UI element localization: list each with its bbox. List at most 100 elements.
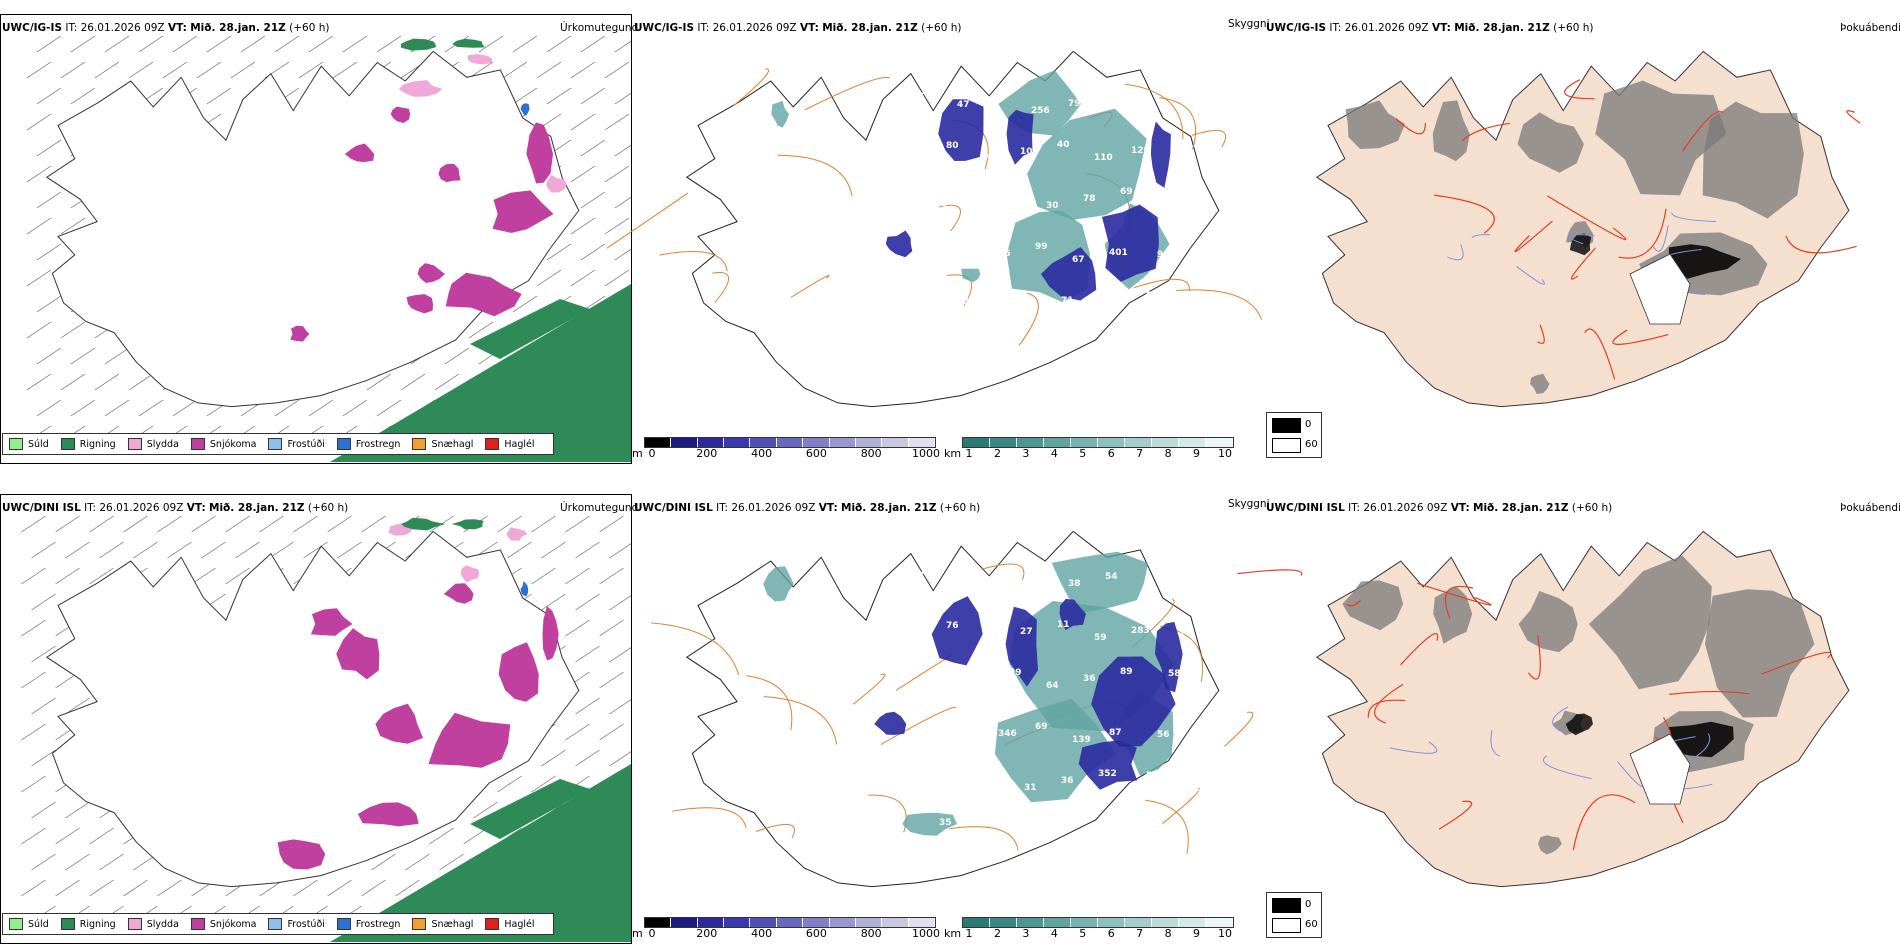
cloudbase-ticks: 0 200 400 600 800 1000 <box>644 447 941 461</box>
cloudbase-value: 73 <box>1142 585 1155 595</box>
cloudbase-value: 283 <box>1131 626 1150 636</box>
cloudbase-value: 64 <box>1046 681 1059 691</box>
tick-label: 0 <box>648 927 656 940</box>
cloudbase-value: 11 <box>1057 620 1070 630</box>
cloudbase-value: 63 <box>924 243 937 253</box>
cloudbase-value: 128 <box>1131 146 1150 156</box>
legend-label: Frostregn <box>355 918 401 930</box>
cloudbase-value: 87 <box>1109 728 1122 738</box>
visibility-colorbar <box>962 437 1234 448</box>
cloudbase-colorbar <box>644 917 936 928</box>
cloudbase-value: 401 <box>1109 248 1128 258</box>
fog-label: 60 <box>1305 439 1318 450</box>
vt-value: Mið. 28.jan. 21Z <box>841 502 937 514</box>
legend-item: Frostúði <box>268 918 325 930</box>
cloudbase-value: 30 <box>1046 201 1059 211</box>
vt-label: VT: <box>186 502 206 514</box>
legend-swatch <box>336 438 351 450</box>
legend-item: Súld <box>9 438 49 450</box>
precip-header: UWC/DINI ISL IT: 26.01.2026 09Z VT: Mið.… <box>2 502 348 514</box>
cloudbase-value: 346 <box>998 729 1017 739</box>
legend-item: Snæhagl <box>412 438 473 450</box>
colorbar-segment <box>908 918 935 927</box>
colorbar-segment <box>908 438 935 447</box>
tick-label: 6 <box>1107 927 1115 940</box>
legend-item: Haglél <box>485 438 535 450</box>
cloudbase-value: 92 <box>1142 105 1155 115</box>
cloud-header: UWC/DINI ISL IT: 26.01.2026 09Z VT: Mið.… <box>634 502 980 514</box>
legend-label: Frostúði <box>287 918 325 930</box>
legend-item: Rigning <box>60 438 116 450</box>
cloudbase-value: 98 <box>1168 189 1181 199</box>
legend-swatch <box>412 438 427 450</box>
field-visibility: Skyggni <box>1228 18 1270 30</box>
vt-value: Mið. 28.jan. 21Z <box>822 22 918 34</box>
tick-label: 800 <box>860 927 882 940</box>
tick-label: 6 <box>1107 447 1115 460</box>
fog-header: UWC/DINI ISL IT: 26.01.2026 09Z VT: Mið.… <box>1266 502 1612 514</box>
cloudbase-value: 573 <box>972 195 991 205</box>
cloudbase-value: 77 <box>1183 304 1196 314</box>
colorbar-segment <box>1125 438 1152 447</box>
visibility-ticks: 1 2 3 4 5 6 7 8 9 10 <box>962 927 1233 941</box>
precip-legend: Súld Rigning Slydda Snjókoma Frostúði Frostre… <box>2 433 554 455</box>
colorbar-segment <box>803 918 830 927</box>
colorbar-segment <box>776 438 804 447</box>
legend-label: Frostregn <box>355 438 401 450</box>
legend-item: Snjókoma <box>190 918 256 930</box>
cloudbase-value: 98 <box>1157 250 1170 260</box>
cloudbase-value: 113 <box>987 290 1006 300</box>
colorbar-segment <box>671 918 698 927</box>
cloud-header: UWC/IG-IS IT: 26.01.2026 09Z VT: Mið. 28… <box>634 22 961 34</box>
it-value: 26.01.2026 09Z <box>712 22 797 34</box>
legend-label: Rigning <box>79 438 116 450</box>
cloudbase-map: 137 47 77 256 79 70 92 89 80 72 10 40 110 128 98 73 573 1… <box>606 50 1263 408</box>
legend-swatch <box>336 918 351 930</box>
cloudbase-value: 27 <box>1020 627 1033 637</box>
legend-item: Rigning <box>60 918 116 930</box>
cloudbase-value: 10 <box>1020 147 1033 157</box>
legend-label: Slydda <box>146 918 179 930</box>
fog-swatch <box>1272 918 1301 933</box>
field-fog: Þokuábendi <box>1840 502 1900 514</box>
cloudbase-value: 69 <box>1120 187 1133 197</box>
fog-label: 0 <box>1305 899 1312 910</box>
cloudbase-value: 35 <box>939 818 952 828</box>
legend-item: Frostúði <box>268 438 325 450</box>
fog-swatch <box>1272 418 1301 433</box>
tick-label: 7 <box>1136 927 1144 940</box>
cloudbase-value: 98 <box>983 634 996 644</box>
legend-swatch <box>485 438 500 450</box>
tick-label: 10 <box>1218 447 1232 460</box>
colorbar-segment <box>645 438 672 447</box>
cloudbase-value: 36 <box>1083 674 1096 684</box>
cloudbase-value: 110 <box>1094 153 1113 163</box>
cloudbase-value: 38 <box>1068 579 1081 589</box>
colorbar-segment <box>1125 918 1152 927</box>
cloudbase-value: 58 <box>987 770 1000 780</box>
cloudbase-value: 256 <box>1031 106 1050 116</box>
cloudbase-value: 69 <box>1035 722 1048 732</box>
cloudbase-value: 75 <box>961 256 974 266</box>
field-precip: Úrkomutegund <box>560 502 639 514</box>
tick-label: 800 <box>860 447 882 460</box>
colorbar-segment <box>882 918 909 927</box>
model-name: UWC/IG-IS <box>634 22 695 34</box>
colorbar-segment <box>1179 918 1206 927</box>
colorbar-segment <box>671 438 698 447</box>
it-label: IT: <box>84 502 97 514</box>
cloudbase-value: 137 <box>920 87 939 97</box>
row-bottom: UWC/DINI ISL IT: 26.01.2026 09Z VT: Mið.… <box>0 480 1900 950</box>
lead-time: (+60 h) <box>1571 502 1613 514</box>
colorbar-segment <box>750 438 777 447</box>
cloudbase-value: 266 <box>1183 784 1202 794</box>
legend-label: Rigning <box>79 918 116 930</box>
cloudbase-value: 80 <box>946 141 959 151</box>
tick-label: 2 <box>993 447 1001 460</box>
cloudbase-value: 80 <box>1146 291 1159 301</box>
cloudbase-value: 73 <box>935 202 948 212</box>
fog-map <box>1237 530 1850 888</box>
legend-swatch <box>60 438 75 450</box>
legend-swatch <box>190 918 205 930</box>
